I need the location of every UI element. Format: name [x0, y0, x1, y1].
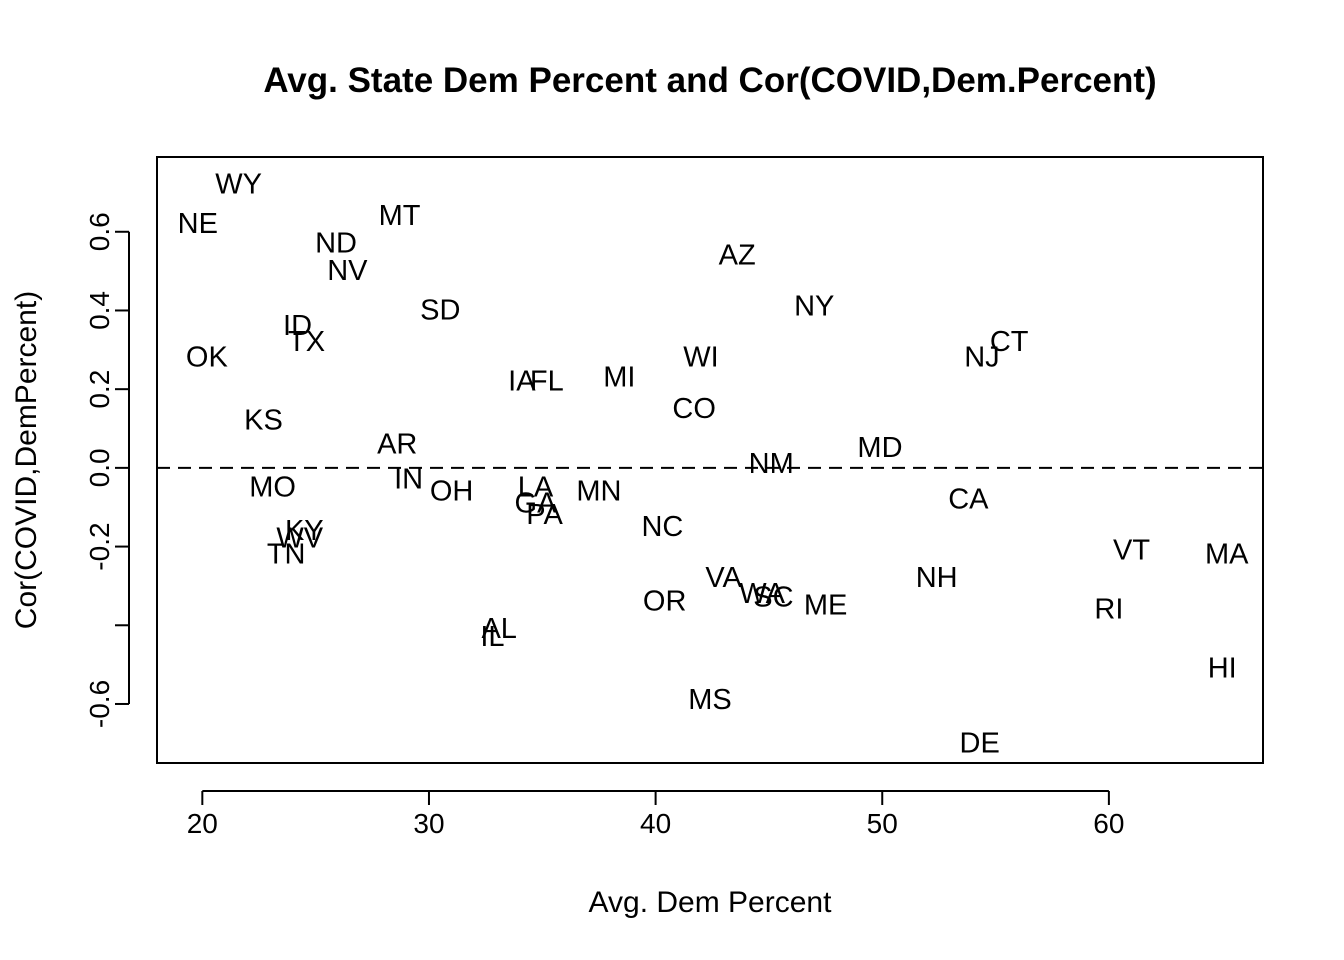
point-label-wy: WY [215, 169, 262, 201]
point-label-sd: SD [420, 294, 460, 326]
point-label-md: MD [857, 432, 902, 464]
point-label-fl: FL [530, 365, 564, 397]
point-label-ca: CA [948, 483, 989, 515]
point-label-nd: ND [315, 228, 357, 260]
x-tick-label: 40 [640, 808, 671, 839]
point-label-hi: HI [1208, 653, 1237, 685]
point-label-vt: VT [1113, 535, 1150, 567]
point-label-ne: NE [178, 208, 218, 240]
y-tick-label: 0.6 [84, 212, 115, 251]
x-axis-label: Avg. Dem Percent [589, 886, 833, 919]
point-label-wa: WA [739, 578, 785, 610]
point-label-al: AL [481, 613, 516, 645]
point-label-ok: OK [186, 342, 229, 374]
x-tick-label: 50 [867, 808, 898, 839]
point-label-ky: KY [285, 515, 324, 547]
y-axis-label: Cor(COVID,DemPercent) [10, 291, 43, 629]
point-label-ri: RI [1094, 594, 1123, 626]
point-label-az: AZ [719, 239, 756, 271]
y-tick-label: 0.0 [84, 448, 115, 487]
point-label-mt: MT [379, 200, 421, 232]
point-label-ar: AR [377, 428, 417, 460]
chart-title: Avg. State Dem Percent and Cor(COVID,Dem… [263, 61, 1156, 100]
point-label-ct: CT [990, 326, 1029, 358]
point-label-nm: NM [749, 448, 794, 480]
point-label-wi: WI [683, 342, 718, 374]
point-label-de: DE [960, 727, 1000, 759]
point-label-co: CO [672, 393, 716, 425]
point-label-nc: NC [641, 511, 683, 543]
point-label-id: ID [283, 310, 312, 342]
point-label-mo: MO [249, 472, 296, 504]
plot-frame [156, 156, 1264, 764]
x-axis: 20 30 40 50 60 [187, 790, 1124, 839]
x-tick-label: 60 [1093, 808, 1124, 839]
point-label-ia: IA [508, 365, 536, 397]
point-label-sc: SC [753, 582, 793, 614]
point-label-ma: MA [1205, 538, 1249, 570]
point-label-pa: PA [526, 499, 563, 531]
point-label-ks: KS [244, 405, 283, 437]
point-label-la: LA [518, 472, 554, 504]
y-tick-label: 0.4 [84, 291, 115, 330]
point-label-il: IL [480, 621, 504, 653]
point-label-ga: GA [515, 487, 558, 519]
point-label-or: OR [643, 586, 687, 618]
point-label-nh: NH [916, 562, 958, 594]
point-label-mn: MN [576, 475, 621, 507]
point-label-ny: NY [794, 291, 834, 323]
y-tick-label: -0.6 [84, 680, 115, 728]
point-label-wv: WV [276, 523, 323, 555]
point-label-oh: OH [430, 475, 474, 507]
x-tick-label: 20 [187, 808, 218, 839]
point-label-tx: TX [288, 326, 325, 358]
y-axis: -0.6 -0.2 0.0 0.2 0.4 0.6 [84, 212, 130, 728]
point-label-me: ME [804, 590, 848, 622]
point-label-ms: MS [688, 684, 732, 716]
point-label-in: IN [394, 464, 423, 496]
y-tick-label: 0.2 [84, 370, 115, 409]
x-tick-label: 30 [413, 808, 444, 839]
point-label-nv: NV [327, 255, 368, 287]
y-tick-label: -0.2 [84, 522, 115, 570]
point-label-nj: NJ [964, 342, 999, 374]
point-label-mi: MI [603, 361, 635, 393]
point-label-va: VA [705, 562, 742, 594]
point-label-tn: TN [267, 538, 306, 570]
